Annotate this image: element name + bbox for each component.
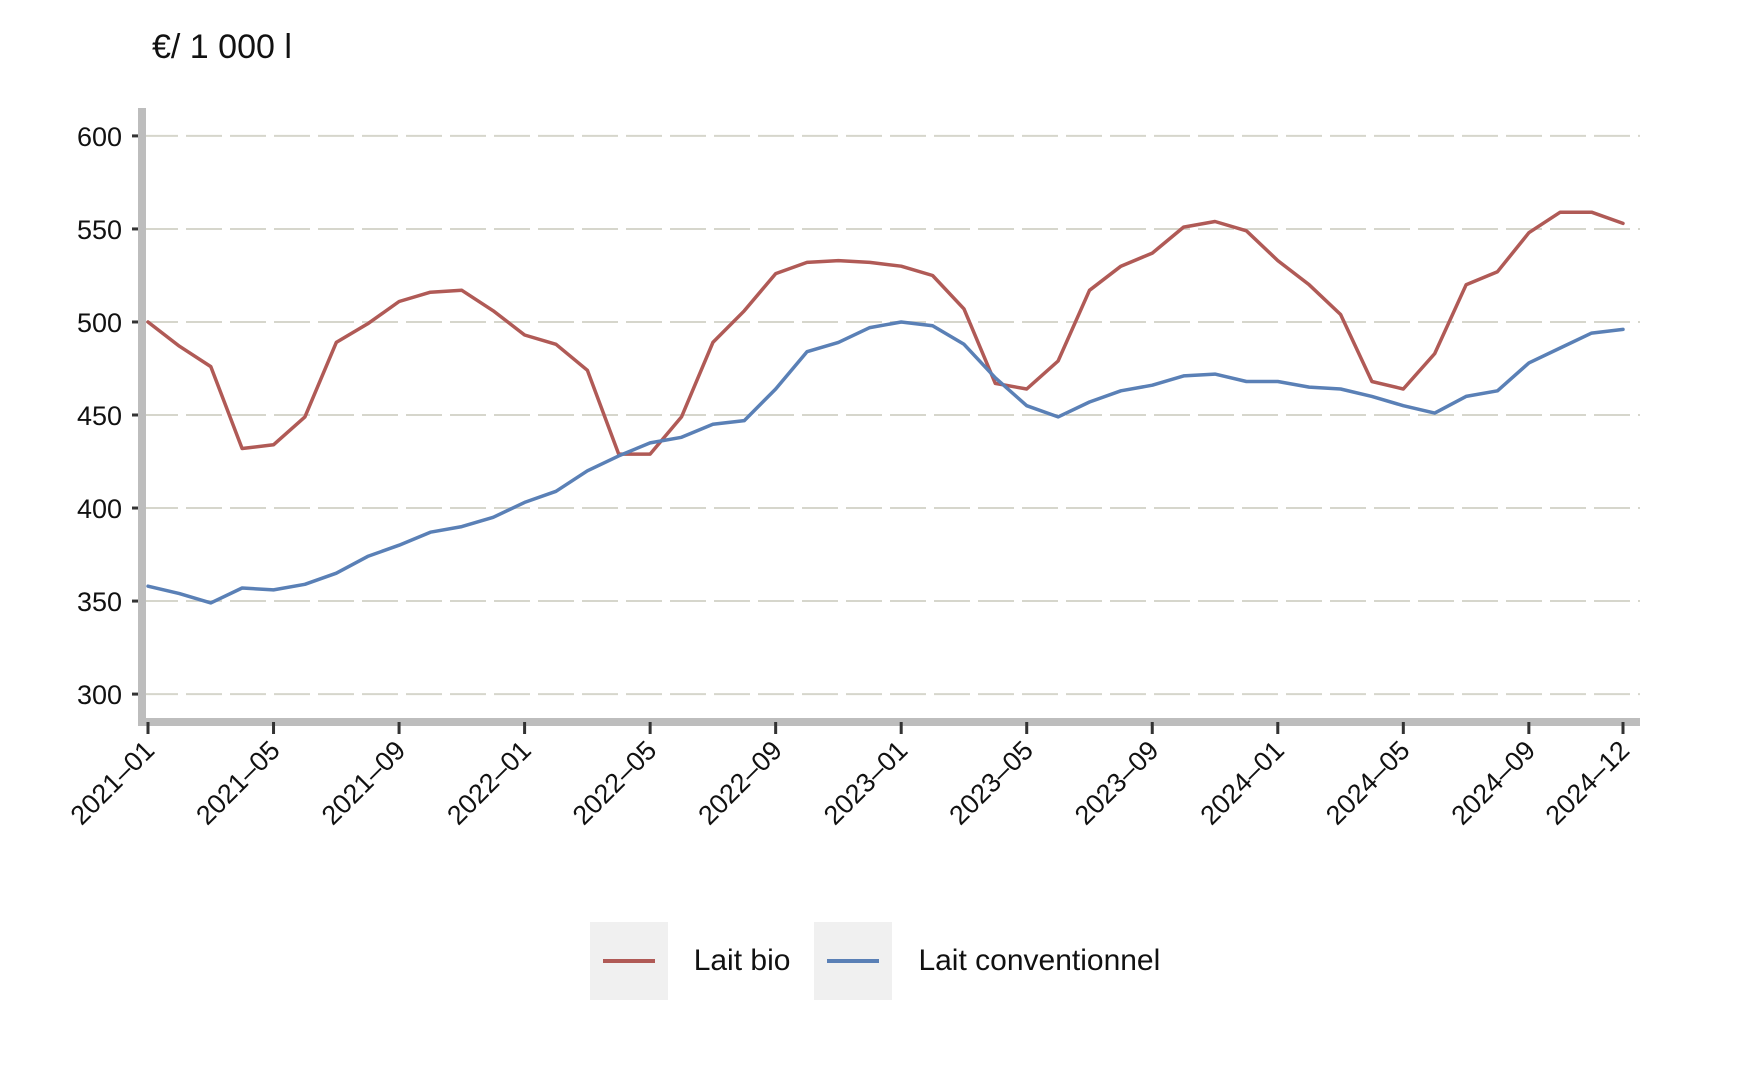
y-tick-label: 450 xyxy=(77,401,122,431)
x-tick-label: 2022‒09 xyxy=(692,735,788,831)
y-tick-label: 300 xyxy=(77,680,122,710)
x-tick-label: 2024‒09 xyxy=(1446,735,1542,831)
x-tick-label: 2023‒05 xyxy=(943,735,1039,831)
x-tick-label: 2024‒05 xyxy=(1320,735,1416,831)
x-tick-label: 2022‒05 xyxy=(567,735,663,831)
series-lines xyxy=(146,210,1625,605)
x-tick-label: 2023‒09 xyxy=(1069,735,1165,831)
series-line-lait-conventionnel xyxy=(146,320,1625,605)
series-line-lait-bio xyxy=(146,210,1625,456)
x-tick-label: 2021‒09 xyxy=(316,735,412,831)
y-tick-label: 600 xyxy=(77,122,122,152)
gridlines xyxy=(142,134,1640,696)
y-axis-line xyxy=(138,108,146,726)
x-tick-label: 2024‒12 xyxy=(1540,735,1636,831)
y-tick-label: 550 xyxy=(77,215,122,245)
y-tick-label: 500 xyxy=(77,308,122,338)
axes xyxy=(132,108,1640,734)
x-tick-label: 2021‒05 xyxy=(190,735,286,831)
legend-label-lait-bio: Lait bio xyxy=(693,944,791,977)
x-tick-label: 2022‒01 xyxy=(441,735,537,831)
y-axis-unit-label: €/ 1 000 l xyxy=(152,28,292,66)
x-axis-line xyxy=(138,718,1640,726)
legend-swatch-lait-bio xyxy=(589,922,668,1000)
y-tick-label: 400 xyxy=(77,494,122,524)
y-tick-label: 350 xyxy=(77,587,122,617)
legend-line-icon xyxy=(602,959,655,963)
legend-line-icon xyxy=(827,959,880,963)
legend-swatch-lait-conventionnel xyxy=(814,922,893,1000)
legend-item-lait-conventionnel[interactable]: Lait conventionnel xyxy=(814,922,1160,1000)
x-tick-label: 2021‒01 xyxy=(65,735,161,831)
legend-label-lait-conventionnel: Lait conventionnel xyxy=(918,944,1161,977)
x-tick-label: 2023‒01 xyxy=(818,735,914,831)
legend: Lait bio Lait conventionnel xyxy=(0,922,1750,1000)
x-tick-label: 2024‒01 xyxy=(1194,735,1290,831)
legend-item-lait-bio[interactable]: Lait bio xyxy=(589,922,791,1000)
